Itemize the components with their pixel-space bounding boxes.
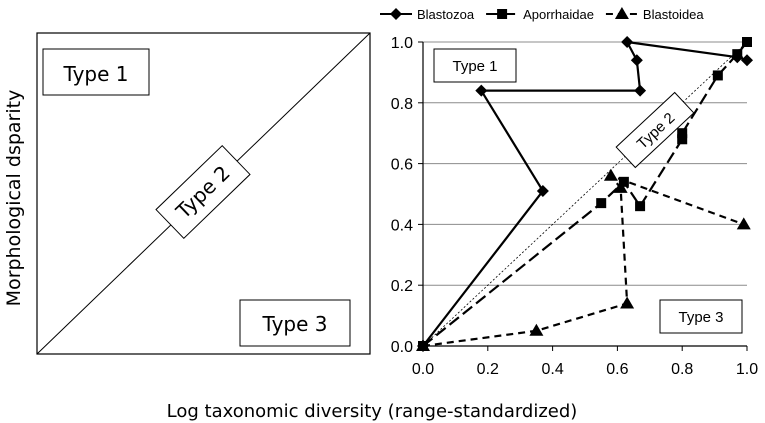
y-tick-label: 0.6 xyxy=(391,157,413,174)
legend-swatch-marker xyxy=(614,7,629,19)
series-layer xyxy=(416,36,753,352)
data-point-blastoidea xyxy=(603,168,618,181)
series-aporrhaidae xyxy=(418,37,752,351)
x-axis-title: Log taxonomic diversity (range-standardi… xyxy=(167,401,578,422)
legend-label: Aporrhaidae xyxy=(523,7,594,22)
y-tick-label: 0.8 xyxy=(391,96,413,113)
data-point-blastoidea xyxy=(736,217,751,230)
x-tick-label: 0.0 xyxy=(412,361,434,378)
y-tick-label: 1.0 xyxy=(391,35,413,52)
series-blastozoa xyxy=(417,36,753,352)
legend-entry-aporrhaidae: Aporrhaidae xyxy=(486,7,594,22)
data-point-aporrhaidae xyxy=(677,134,688,145)
data-point-blastozoa xyxy=(621,36,634,48)
chart-type2-box xyxy=(615,91,695,169)
data-point-blastozoa xyxy=(475,84,488,97)
data-point-blastoidea xyxy=(529,323,544,336)
x-tick-label: 0.8 xyxy=(671,361,693,378)
chart-type3-label: Type 3 xyxy=(678,309,723,326)
legend: Blastozoa Aporrhaidae Blastoidea xyxy=(380,7,704,22)
data-point-blastoidea xyxy=(620,296,635,309)
x-tick-label: 0.6 xyxy=(606,361,628,378)
schematic-type3-box xyxy=(239,299,351,347)
chart-type3-box xyxy=(659,299,743,334)
schematic-type1-box xyxy=(42,48,150,96)
y-tick-label: 0.4 xyxy=(391,217,413,234)
legend-label: Blastoidea xyxy=(643,7,704,22)
data-point-aporrhaidae xyxy=(712,70,723,81)
series-line-blastozoa xyxy=(422,40,748,347)
x-tick-label: 0.4 xyxy=(541,361,563,378)
axes-layer: 0.0 0.2 0.4 0.6 0.8 1.0 0.0 0.2 0.4 0.6 0.8 1.0 xyxy=(391,35,758,378)
schematic-type1-label: Type 1 xyxy=(62,62,128,86)
y-axis-title: Morphological dsparity xyxy=(3,90,25,307)
grid-layer xyxy=(423,41,747,286)
data-point-blastozoa xyxy=(741,54,753,67)
series-line-blastoidea xyxy=(422,174,745,348)
x-tick-label: 1.0 xyxy=(736,361,758,378)
data-point-aporrhaidae xyxy=(618,176,629,187)
legend-swatch-marker xyxy=(390,8,402,20)
schematic-type2-box xyxy=(155,144,251,240)
legend-entry-blastozoa: Blastozoa xyxy=(380,7,475,22)
y-tick-label: 0.0 xyxy=(391,339,413,356)
data-point-aporrhaidae xyxy=(742,37,752,47)
y-tick-label: 0.2 xyxy=(391,278,413,295)
data-point-blastozoa xyxy=(630,54,643,67)
chart-type1-box xyxy=(433,48,517,83)
data-point-blastozoa xyxy=(536,184,549,197)
data-point-blastoidea xyxy=(416,339,430,351)
data-point-aporrhaidae xyxy=(635,201,646,212)
chart-type1-label: Type 1 xyxy=(452,58,497,75)
schematic-panel: Type 1 Type 2 Type 3 xyxy=(36,32,371,355)
schematic-frame xyxy=(36,32,371,355)
legend-entry-blastoidea: Blastoidea xyxy=(605,7,704,22)
schematic-type3-label: Type 3 xyxy=(261,312,327,336)
legend-swatch-marker xyxy=(497,9,508,19)
data-point-aporrhaidae xyxy=(732,49,743,60)
data-point-aporrhaidae xyxy=(596,198,607,209)
legend-label: Blastozoa xyxy=(417,7,475,22)
data-point-blastozoa xyxy=(634,84,647,97)
x-tick-label: 0.2 xyxy=(477,361,499,378)
data-point-blastoidea xyxy=(613,180,628,193)
series-blastoidea xyxy=(416,168,751,351)
data-point-aporrhaidae xyxy=(677,128,688,139)
